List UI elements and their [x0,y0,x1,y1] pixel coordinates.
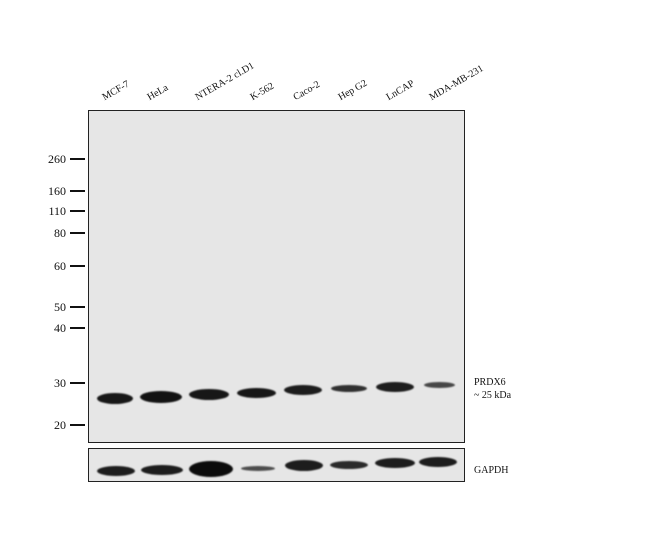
prdx6-band [376,382,414,392]
mw-tick-160 [70,190,85,192]
mw-tick-50 [70,306,85,308]
mw-tick-40 [70,327,85,329]
mw-tick-110 [70,210,85,212]
mw-label-60: 60 [54,259,66,273]
gapdh-band [285,460,323,471]
lane-label-mcf7: MCF-7 [100,78,132,103]
gapdh-band [141,465,183,475]
mw-label-30: 30 [54,376,66,390]
gapdh-blot-panel [88,448,465,482]
lane-label-mdamb231: MDA-MB-231 [427,63,486,103]
gapdh-band [375,458,415,468]
main-blot-panel [88,110,465,443]
mw-tick-80 [70,232,85,234]
lane-label-hepg2: Hep G2 [336,77,370,103]
lane-label-hela: HeLa [145,82,171,103]
mw-tick-30 [70,382,85,384]
prdx6-band [189,389,229,400]
target-name-label: PRDX6 [474,377,506,388]
mw-tick-20 [70,424,85,426]
prdx6-band [424,382,455,388]
gapdh-band [330,461,368,469]
prdx6-band [237,388,276,398]
gapdh-band [97,466,135,476]
mw-tick-60 [70,265,85,267]
mw-label-40: 40 [54,321,66,335]
mw-label-160: 160 [48,184,66,198]
mw-tick-260 [70,158,85,160]
gapdh-band [189,461,233,477]
lane-label-caco2: Caco-2 [291,79,323,103]
prdx6-band [97,393,133,404]
gapdh-band [241,466,275,471]
mw-label-260: 260 [48,152,66,166]
prdx6-band [284,385,322,395]
lane-label-k562: K-562 [248,80,277,103]
mw-label-20: 20 [54,418,66,432]
mw-label-50: 50 [54,300,66,314]
prdx6-band [331,385,367,392]
prdx6-band [140,391,182,403]
lane-label-ntera2: NTERA-2 cl.D1 [193,60,257,103]
gapdh-band [419,457,457,467]
target-size-label: ~ 25 kDa [474,390,512,401]
lane-label-lncap: LnCAP [384,78,417,103]
loading-control-label: GAPDH [474,465,509,476]
mw-label-80: 80 [54,226,66,240]
mw-label-110: 110 [48,204,66,218]
